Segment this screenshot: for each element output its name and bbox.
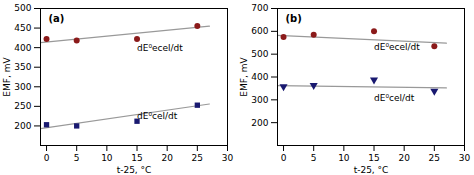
svg-text:t-25, °C: t-25, °C (117, 165, 152, 175)
svg-text:20: 20 (398, 153, 410, 163)
svg-text:EMF, mV: EMF, mV (2, 57, 12, 97)
svg-text:300: 300 (14, 82, 31, 92)
svg-text:300: 300 (251, 95, 268, 105)
svg-text:30: 30 (222, 153, 234, 163)
svg-text:700: 700 (251, 3, 268, 13)
svg-text:t-25, °C: t-25, °C (354, 165, 389, 175)
svg-text:200: 200 (251, 118, 268, 128)
svg-text:25: 25 (192, 153, 203, 163)
svg-text:10: 10 (101, 153, 113, 163)
svg-text:dE⁰ecel/dt: dE⁰ecel/dt (374, 42, 420, 52)
svg-text:EMF, mV: EMF, mV (239, 57, 249, 97)
svg-text:450: 450 (14, 23, 31, 33)
svg-text:200: 200 (14, 121, 31, 131)
svg-text:(b): (b) (286, 13, 302, 24)
svg-text:dE⁰cel/dt: dE⁰cel/dt (374, 93, 415, 103)
svg-text:5: 5 (311, 153, 317, 163)
svg-text:dE⁰cel/dt: dE⁰cel/dt (137, 111, 178, 121)
svg-text:0: 0 (44, 153, 50, 163)
svg-text:15: 15 (368, 153, 379, 163)
svg-text:350: 350 (14, 62, 31, 72)
svg-text:250: 250 (14, 101, 31, 111)
svg-text:600: 600 (251, 26, 268, 36)
svg-text:20: 20 (161, 153, 173, 163)
svg-text:400: 400 (251, 72, 268, 82)
svg-text:dE⁰ecel/dt: dE⁰ecel/dt (137, 43, 183, 53)
svg-text:500: 500 (251, 49, 268, 59)
svg-text:25: 25 (429, 153, 440, 163)
svg-text:500: 500 (14, 3, 31, 13)
svg-text:30: 30 (459, 153, 471, 163)
svg-text:400: 400 (14, 43, 31, 53)
svg-text:10: 10 (338, 153, 350, 163)
svg-text:(a): (a) (49, 13, 65, 24)
svg-text:5: 5 (74, 153, 80, 163)
svg-text:0: 0 (281, 153, 287, 163)
svg-text:15: 15 (131, 153, 142, 163)
